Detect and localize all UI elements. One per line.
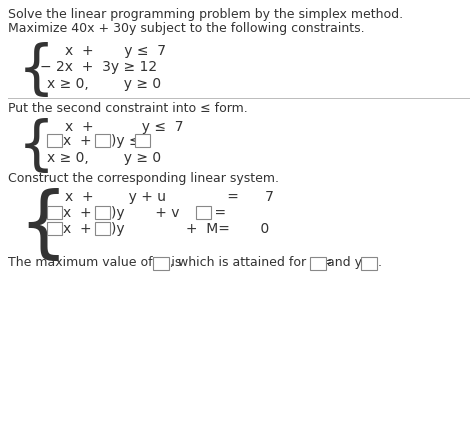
Text: , which is attained for x =: , which is attained for x = xyxy=(169,256,331,269)
Text: x  + (: x + ( xyxy=(63,134,101,148)
Bar xyxy=(47,134,62,147)
Bar xyxy=(47,222,62,235)
Text: {: { xyxy=(18,118,55,175)
Bar xyxy=(47,206,62,219)
Text: {: { xyxy=(18,188,68,264)
Text: x  + (: x + ( xyxy=(63,206,101,220)
Bar xyxy=(309,257,325,270)
Text: Solve the linear programming problem by the simplex method.: Solve the linear programming problem by … xyxy=(8,8,402,21)
Text: and y =: and y = xyxy=(327,256,376,269)
Text: x  +           y ≤  7: x + y ≤ 7 xyxy=(65,120,183,134)
Bar xyxy=(95,134,110,147)
Bar xyxy=(95,206,110,219)
Text: Construct the corresponding linear system.: Construct the corresponding linear syste… xyxy=(8,172,278,185)
Text: )y ≤: )y ≤ xyxy=(111,134,140,148)
Bar xyxy=(135,134,149,147)
Text: The maximum value of M is: The maximum value of M is xyxy=(8,256,181,269)
Text: x  + (: x + ( xyxy=(63,222,101,236)
Bar xyxy=(153,257,169,270)
Bar xyxy=(95,222,110,235)
Text: .: . xyxy=(377,256,381,269)
Text: x ≥ 0,        y ≥ 0: x ≥ 0, y ≥ 0 xyxy=(47,77,161,91)
Text: )y       + v        =: )y + v = xyxy=(111,206,226,220)
Text: − 2x  +  3y ≥ 12: − 2x + 3y ≥ 12 xyxy=(40,60,157,74)
Bar xyxy=(360,257,376,270)
Text: x ≥ 0,        y ≥ 0: x ≥ 0, y ≥ 0 xyxy=(47,151,161,165)
Text: )y              +  M=       0: )y + M= 0 xyxy=(111,222,268,236)
Text: x  +        y + u              =      7: x + y + u = 7 xyxy=(65,190,273,204)
Text: {: { xyxy=(18,42,55,99)
Bar xyxy=(196,206,210,219)
Text: x  +       y ≤  7: x + y ≤ 7 xyxy=(65,44,166,58)
Text: Put the second constraint into ≤ form.: Put the second constraint into ≤ form. xyxy=(8,102,247,115)
Text: Maximize 40x + 30y subject to the following constraints.: Maximize 40x + 30y subject to the follow… xyxy=(8,22,364,35)
